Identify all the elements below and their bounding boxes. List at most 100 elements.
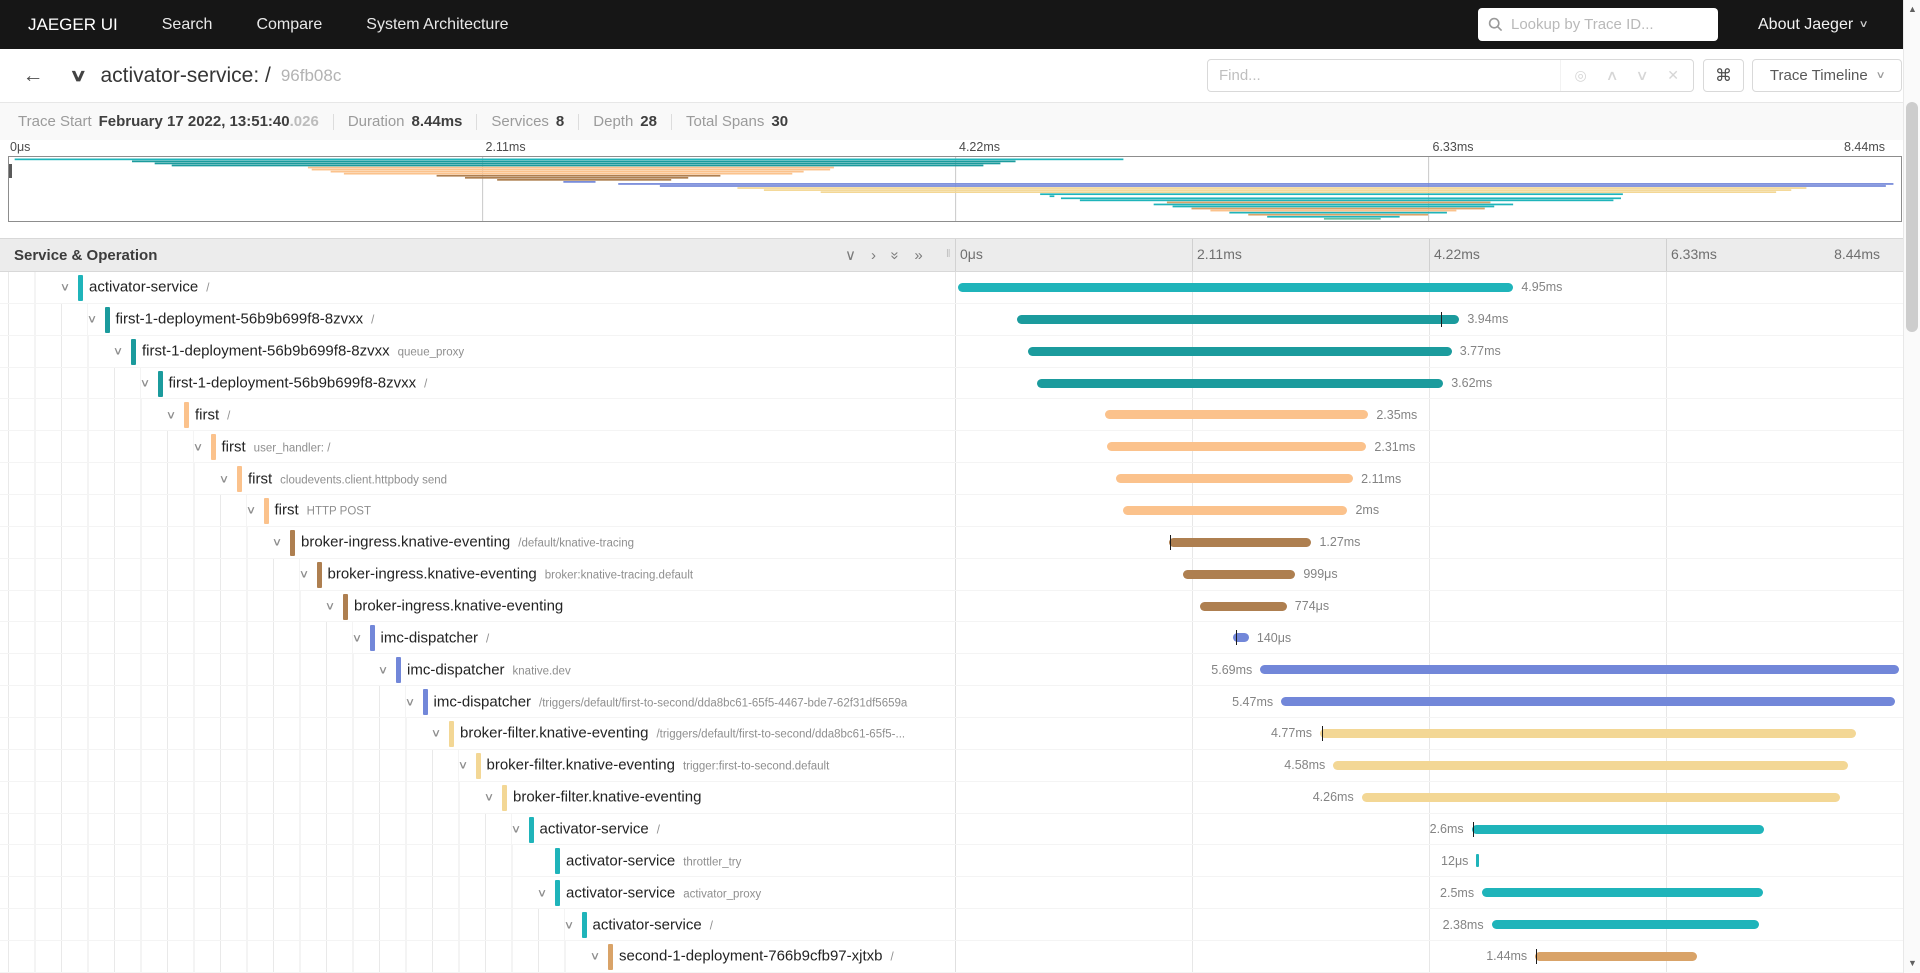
chevron-down-icon[interactable]: ∨ — [112, 345, 124, 358]
collapse-all-icon[interactable]: » — [886, 250, 904, 260]
minimap-left-drag-handle[interactable] — [9, 164, 12, 178]
span-row[interactable]: ∨ first-1-deployment-56b9b699f8-8zvxx queu… — [0, 335, 1903, 368]
chevron-down-icon[interactable]: ∨ — [324, 600, 336, 613]
chevron-down-icon[interactable]: ∨ — [536, 887, 548, 900]
span-row[interactable]: ∨ second-1-deployment-766b9cfb97-xjtxb/1.… — [0, 941, 1903, 973]
expand-all-icon[interactable]: » — [914, 246, 923, 264]
span-row[interactable]: ∨ activator-service/2.6ms — [0, 813, 1903, 846]
prev-match-icon[interactable]: ∧ — [1605, 67, 1619, 83]
chevron-down-icon[interactable]: ∨ — [218, 473, 230, 486]
span-row[interactable]: ∨ imc-dispatcher/triggers/default/first-t… — [0, 686, 1903, 719]
about-jaeger-menu[interactable]: About Jaeger ∨ — [1758, 0, 1869, 49]
chevron-down-icon[interactable]: ∨ — [510, 823, 521, 836]
span-row[interactable]: ∨ first cloudevents.client.httpbody send 2.… — [0, 463, 1903, 496]
chevron-down-icon[interactable]: ∨ — [271, 536, 283, 549]
chevron-down-icon[interactable]: ∨ — [404, 696, 415, 709]
chevron-down-icon[interactable]: ∨ — [377, 664, 389, 677]
span-row[interactable]: ∨ imc-dispatcher/140μs — [0, 622, 1903, 655]
chevron-down-icon[interactable]: ∨ — [457, 759, 468, 772]
span-bar[interactable] — [1491, 920, 1759, 930]
span-row[interactable]: ∨ first user_handler: / 2.31ms — [0, 431, 1903, 464]
span-bar[interactable] — [1476, 854, 1480, 868]
span-row[interactable]: ∨ activator-service activator_proxy 2.5ms — [0, 877, 1903, 910]
span-row[interactable]: ∨ broker-filter.knative-eventing 4.26ms — [0, 781, 1903, 814]
span-bar[interactable] — [1471, 824, 1764, 834]
chevron-down-icon[interactable]: ∨ — [298, 568, 309, 581]
chevron-down-icon[interactable]: ∨ — [139, 377, 150, 390]
span-bar[interactable] — [1319, 729, 1856, 739]
span-log-marker[interactable] — [1472, 821, 1474, 837]
span-bar[interactable] — [1027, 346, 1452, 356]
nav-item-search[interactable]: Search — [161, 15, 213, 33]
trace-minimap[interactable] — [8, 156, 1902, 222]
chevron-down-icon[interactable]: ∨ — [59, 281, 71, 294]
span-bar[interactable] — [1169, 537, 1312, 547]
keyboard-shortcuts-button[interactable]: ⌘ — [1703, 59, 1744, 92]
span-bar[interactable] — [1106, 442, 1367, 452]
span-row[interactable]: ∨ broker-ingress.knative-eventing 774μs — [0, 590, 1903, 623]
span-bar[interactable] — [1016, 314, 1460, 324]
scrollbar-thumb[interactable] — [1906, 102, 1918, 332]
chevron-down-icon[interactable]: ∨ — [483, 791, 495, 804]
back-button[interactable]: ← — [22, 64, 44, 87]
span-row[interactable]: ∨ imc-dispatcher knative.dev 5.69ms — [0, 654, 1903, 687]
trace-id-search-box[interactable]: Lookup by Trace ID... — [1478, 8, 1718, 41]
span-row[interactable]: ∨ broker-ingress.knative-eventing/default… — [0, 526, 1903, 559]
span-row[interactable]: ∨ broker-ingress.knative-eventing broker:k… — [0, 558, 1903, 591]
span-bar[interactable] — [1260, 665, 1900, 675]
nav-item-system-architecture[interactable]: System Architecture — [366, 15, 509, 33]
panel-divider-line — [955, 272, 956, 973]
chevron-down-icon[interactable]: ∨ — [589, 950, 601, 963]
span-bar[interactable] — [1183, 569, 1296, 579]
span-bar[interactable] — [1535, 952, 1698, 962]
trace-view-selector[interactable]: Trace Timeline ∨ — [1752, 59, 1902, 92]
clear-find-icon[interactable]: ✕ — [1667, 67, 1679, 83]
chevron-down-icon[interactable]: ∨ — [351, 632, 362, 645]
find-input[interactable] — [1208, 67, 1560, 84]
column-resize-grip[interactable]: ‖ — [946, 248, 952, 260]
chevron-down-icon[interactable]: ∨ — [563, 919, 574, 932]
span-bar[interactable] — [957, 283, 1514, 292]
expand-one-icon[interactable]: › — [870, 246, 876, 264]
next-match-icon[interactable]: ∨ — [1635, 67, 1649, 83]
span-log-marker[interactable] — [1170, 534, 1172, 550]
span-bar[interactable] — [1122, 506, 1348, 516]
span-bar[interactable] — [1333, 760, 1848, 770]
span-bar[interactable] — [1281, 697, 1896, 707]
span-row[interactable]: ∨ first-1-deployment-56b9b699f8-8zvxx/3.6… — [0, 367, 1903, 400]
chevron-down-icon[interactable]: ∨ — [165, 409, 177, 422]
scroll-up-icon[interactable]: ▲ — [1908, 4, 1917, 14]
span-row[interactable]: ∨ broker-filter.knative-eventing/triggers… — [0, 718, 1903, 750]
operation-name: / — [424, 378, 428, 391]
span-row[interactable]: ∨ broker-filter.knative-eventing trigger:f… — [0, 749, 1903, 782]
span-bar[interactable] — [1116, 474, 1354, 484]
vertical-scrollbar[interactable]: ▲ ▼ — [1903, 0, 1920, 973]
span-row[interactable]: ∨ activator-service/4.95ms — [0, 272, 1903, 304]
chevron-down-icon[interactable]: ∨ — [192, 441, 203, 454]
chevron-down-icon[interactable]: ∨ — [245, 504, 256, 517]
span-bar[interactable] — [1232, 633, 1249, 643]
trace-title-toggle[interactable]: ∨ activator-service: / 96fb08c — [69, 49, 341, 102]
span-bar[interactable] — [1036, 378, 1444, 388]
tree-indent-guides — [8, 399, 167, 431]
span-bar[interactable] — [1199, 601, 1287, 611]
scroll-down-icon[interactable]: ▼ — [1908, 958, 1917, 968]
span-bar[interactable] — [1482, 888, 1763, 898]
span-log-marker[interactable] — [1321, 726, 1323, 742]
span-row[interactable]: ∨ first/2.35ms — [0, 399, 1903, 432]
span-row[interactable]: ∨ activator-service/2.38ms — [0, 909, 1903, 942]
chevron-down-icon[interactable]: ∨ — [430, 727, 442, 740]
span-log-marker[interactable] — [1536, 949, 1538, 965]
span-log-marker[interactable] — [1441, 311, 1443, 327]
span-bar[interactable] — [1361, 792, 1841, 802]
nav-item-compare[interactable]: Compare — [256, 15, 323, 33]
focus-match-icon[interactable]: ◎ — [1574, 67, 1587, 83]
brand-link[interactable]: JAEGER UI — [28, 14, 118, 34]
span-log-marker[interactable] — [1235, 630, 1237, 646]
span-row[interactable]: ∨ first HTTP POST 2ms — [0, 495, 1903, 527]
span-bar[interactable] — [1104, 410, 1369, 420]
collapse-one-icon[interactable]: ∨ — [845, 246, 856, 264]
span-row[interactable]: activator-service throttler_try 12μs — [0, 845, 1903, 878]
chevron-down-icon[interactable]: ∨ — [86, 313, 97, 326]
span-row[interactable]: ∨ first-1-deployment-56b9b699f8-8zvxx/3.9… — [0, 303, 1903, 336]
